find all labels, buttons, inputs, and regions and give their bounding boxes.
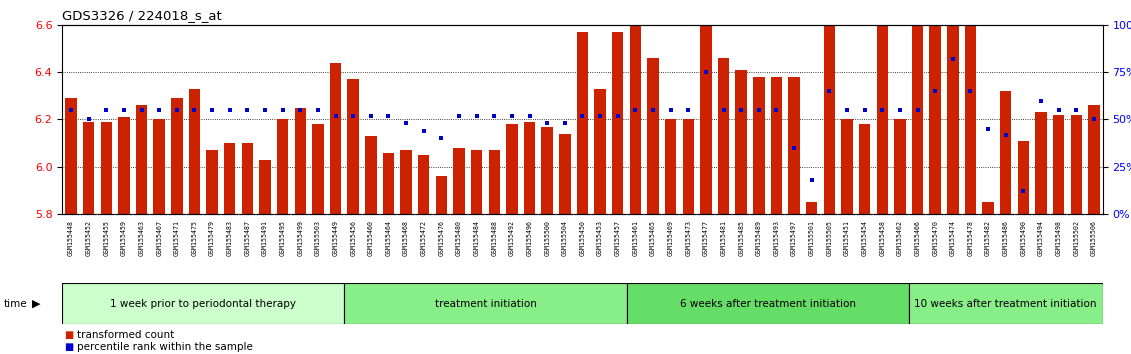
Bar: [206, 150, 218, 214]
Bar: [1000, 91, 1011, 214]
Bar: [700, 0, 711, 214]
Bar: [806, 202, 818, 214]
Bar: [400, 150, 412, 214]
Bar: [965, 11, 976, 214]
Bar: [277, 119, 288, 214]
Text: GDS3326 / 224018_s_at: GDS3326 / 224018_s_at: [62, 9, 222, 22]
Text: 10 weeks after treatment initiation: 10 weeks after treatment initiation: [915, 298, 1097, 309]
Bar: [947, 0, 959, 214]
Text: ■: ■: [64, 330, 74, 339]
Bar: [294, 108, 307, 214]
Bar: [382, 153, 395, 214]
Text: time: time: [3, 298, 27, 309]
Bar: [630, 20, 641, 214]
Bar: [524, 122, 535, 214]
Bar: [347, 79, 359, 214]
Bar: [682, 119, 694, 214]
Bar: [612, 32, 623, 214]
Bar: [470, 150, 483, 214]
Bar: [259, 160, 270, 214]
Bar: [435, 176, 447, 214]
Bar: [418, 155, 430, 214]
Bar: [454, 148, 465, 214]
Bar: [101, 122, 112, 214]
Bar: [83, 122, 94, 214]
Bar: [171, 98, 182, 214]
Bar: [877, 13, 888, 214]
Bar: [1088, 105, 1099, 214]
Bar: [627, 283, 908, 324]
Bar: [344, 283, 627, 324]
Text: ▶: ▶: [32, 298, 41, 309]
Bar: [718, 58, 729, 214]
Text: transformed count: transformed count: [77, 330, 174, 339]
Bar: [365, 136, 377, 214]
Bar: [242, 143, 253, 214]
Bar: [154, 119, 165, 214]
Bar: [823, 8, 835, 214]
Bar: [647, 58, 658, 214]
Bar: [1053, 115, 1064, 214]
Bar: [189, 89, 200, 214]
Bar: [542, 127, 553, 214]
Bar: [1071, 115, 1082, 214]
Bar: [930, 13, 941, 214]
Bar: [559, 134, 570, 214]
Bar: [735, 70, 746, 214]
Bar: [770, 77, 783, 214]
Bar: [136, 105, 147, 214]
Bar: [66, 98, 77, 214]
Bar: [330, 63, 342, 214]
Bar: [895, 119, 906, 214]
Bar: [1035, 112, 1046, 214]
Bar: [912, 15, 923, 214]
Bar: [841, 119, 853, 214]
Bar: [908, 283, 1103, 324]
Bar: [753, 77, 765, 214]
Bar: [983, 202, 994, 214]
Bar: [224, 143, 235, 214]
Bar: [489, 150, 500, 214]
Bar: [858, 124, 871, 214]
Text: treatment initiation: treatment initiation: [434, 298, 536, 309]
Bar: [665, 119, 676, 214]
Bar: [507, 124, 518, 214]
Bar: [119, 117, 130, 214]
Bar: [62, 283, 344, 324]
Bar: [595, 89, 606, 214]
Bar: [1018, 141, 1029, 214]
Text: 1 week prior to periodontal therapy: 1 week prior to periodontal therapy: [111, 298, 296, 309]
Text: percentile rank within the sample: percentile rank within the sample: [77, 342, 253, 352]
Bar: [788, 77, 800, 214]
Text: ■: ■: [64, 342, 74, 352]
Bar: [312, 124, 323, 214]
Bar: [577, 32, 588, 214]
Text: 6 weeks after treatment initiation: 6 weeks after treatment initiation: [680, 298, 856, 309]
